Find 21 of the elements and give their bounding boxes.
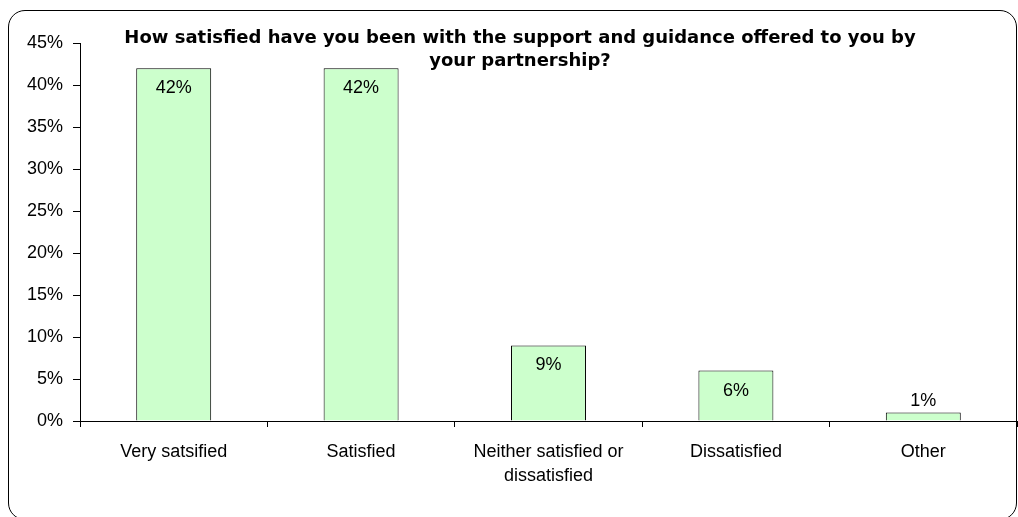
data-label: 42%: [155, 77, 192, 98]
data-label: 6%: [722, 379, 749, 400]
data-label: 9%: [535, 354, 562, 375]
y-tick-label: 35%: [26, 115, 63, 136]
x-tick-label: Dissatisfied: [689, 441, 782, 462]
y-tick-label: 25%: [26, 199, 63, 220]
x-tick-label: Neither satisfied or dissatisfied: [473, 441, 624, 485]
x-tick-label: Other: [900, 441, 946, 462]
y-tick-label: 15%: [26, 283, 63, 304]
y-tick-label: 20%: [26, 241, 63, 262]
y-tick-label: 40%: [26, 73, 63, 94]
data-label: 1%: [910, 389, 937, 410]
y-tick-label: 10%: [26, 325, 63, 346]
chart-title: How satisfied have you been with the support and guidance offered to you by your partnership?: [123, 25, 917, 71]
data-label: 42%: [343, 77, 380, 98]
x-tick-label: Satisfied: [326, 441, 396, 462]
y-tick-label: 0%: [36, 409, 63, 430]
y-tick-label: 30%: [26, 157, 63, 178]
y-tick-label: 45%: [26, 31, 63, 52]
y-tick-label: 5%: [36, 367, 63, 388]
x-tick-label: Very satsified: [120, 441, 228, 462]
